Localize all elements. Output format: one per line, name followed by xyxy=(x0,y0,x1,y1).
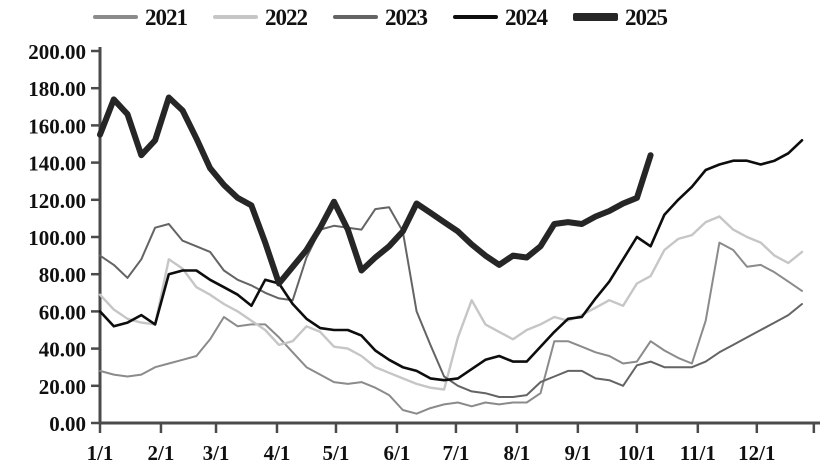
y-tick-label: 200.00 xyxy=(28,40,86,64)
series-line-2023 xyxy=(99,206,803,398)
x-tick-label: 10/1 xyxy=(618,441,655,465)
x-tick-label: 7/1 xyxy=(443,441,470,465)
y-tick-label: 160.00 xyxy=(28,114,86,138)
x-tick-label: 6/1 xyxy=(384,441,411,465)
legend-item-2023: 2023 xyxy=(333,4,428,30)
y-tick-label: 180.00 xyxy=(28,77,86,101)
series-line-2021 xyxy=(99,241,803,415)
y-tick-label: 60.00 xyxy=(39,300,86,324)
legend-swatch-2023 xyxy=(333,15,378,19)
x-tick-label: 5/1 xyxy=(323,441,350,465)
series-line-2022 xyxy=(98,215,804,391)
legend-item-2021: 2021 xyxy=(93,4,188,30)
y-tick-label: 120.00 xyxy=(28,189,86,213)
x-tick-label: 1/1 xyxy=(87,441,114,465)
x-tick-label: 9/1 xyxy=(564,441,591,465)
legend-label: 2025 xyxy=(625,4,668,30)
y-tick-label: 140.00 xyxy=(28,152,86,176)
y-tick-label: 80.00 xyxy=(39,263,86,287)
legend-item-2022: 2022 xyxy=(213,4,308,30)
x-tick-label: 12/1 xyxy=(738,441,775,465)
x-tick-label: 4/1 xyxy=(264,441,291,465)
legend-label: 2021 xyxy=(145,4,188,30)
legend-label: 2023 xyxy=(385,4,428,30)
legend-swatch-2021 xyxy=(93,15,138,19)
series-line-2025 xyxy=(97,94,654,287)
x-tick-label: 3/1 xyxy=(203,441,230,465)
legend-label: 2022 xyxy=(265,4,308,30)
y-tick-label: 100.00 xyxy=(28,226,86,250)
legend-swatch-2024 xyxy=(453,14,498,20)
x-tick-label: 8/1 xyxy=(503,441,530,465)
y-tick-label: 0.00 xyxy=(49,412,86,436)
legend-item-2024: 2024 xyxy=(453,4,548,30)
series-line-2024 xyxy=(98,139,804,382)
y-tick-label: 20.00 xyxy=(39,375,86,399)
legend-swatch-2022 xyxy=(213,15,258,19)
x-tick-label: 11/1 xyxy=(680,441,716,465)
x-tick-label: 2/1 xyxy=(148,441,175,465)
legend-label: 2024 xyxy=(505,4,548,30)
legend-swatch-2025 xyxy=(573,13,618,21)
legend-item-2025: 2025 xyxy=(573,4,668,30)
chart-legend: 2021 2022 2023 2024 2025 xyxy=(0,2,760,32)
y-tick-label: 40.00 xyxy=(39,338,86,362)
